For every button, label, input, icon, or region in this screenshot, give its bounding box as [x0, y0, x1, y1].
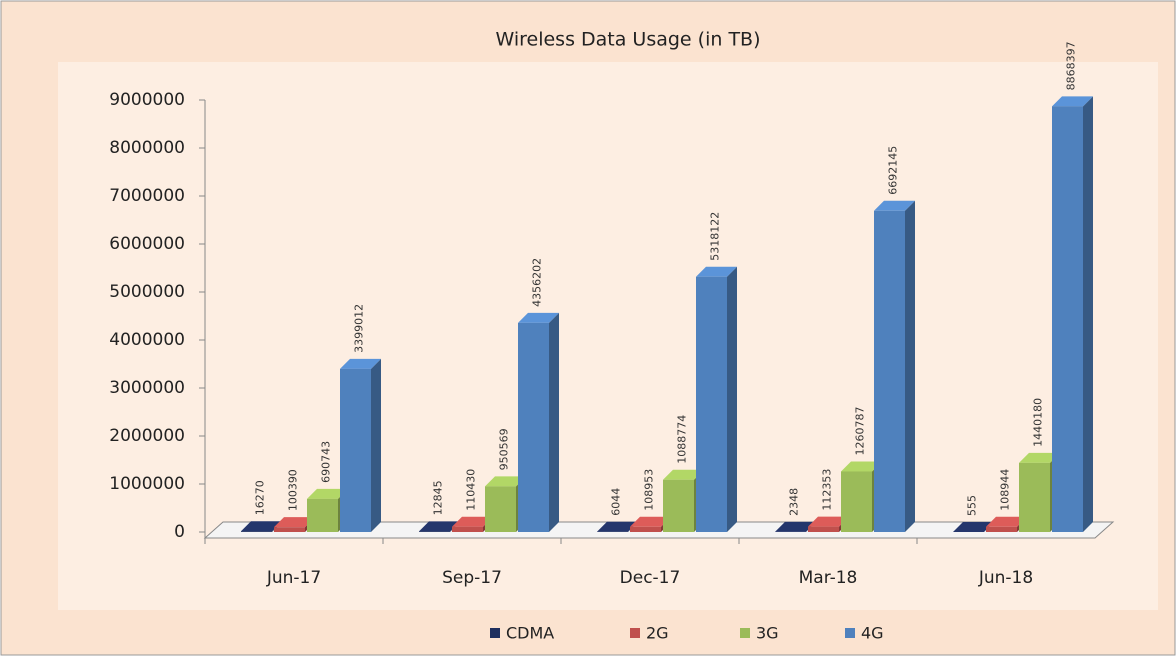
value-label: 12845	[432, 480, 445, 515]
value-label: 5318122	[709, 212, 722, 261]
value-label: 1088774	[676, 415, 689, 464]
x-tick-label: Jun-18	[978, 568, 1033, 588]
bar	[663, 479, 694, 532]
bar-top	[986, 516, 1027, 527]
value-label: 4356202	[531, 258, 544, 307]
x-tick-label: Jun-17	[266, 568, 321, 588]
bar	[485, 486, 516, 532]
value-label: 108953	[643, 469, 656, 511]
bar	[1052, 106, 1083, 532]
bar	[274, 527, 305, 532]
bar	[518, 322, 549, 532]
bar	[986, 526, 1017, 532]
x-tick-label: Sep-17	[442, 568, 502, 588]
bar	[340, 368, 371, 532]
legend-label: 2G	[646, 624, 669, 643]
legend-label: 3G	[756, 624, 779, 643]
value-label: 1260787	[854, 406, 867, 455]
bar	[307, 498, 338, 532]
legend-swatch	[490, 628, 500, 638]
value-label: 108944	[999, 469, 1012, 511]
bar-top	[775, 521, 816, 532]
y-tick-label: 5000000	[109, 282, 185, 302]
bar-top	[419, 521, 460, 532]
bar-top	[808, 516, 849, 527]
bar-top	[452, 516, 493, 527]
bar-top	[485, 476, 526, 487]
bar-side	[1083, 96, 1093, 532]
bar-top	[841, 461, 882, 472]
bar	[808, 526, 839, 532]
y-tick-label: 6000000	[109, 234, 185, 254]
bar-top	[953, 521, 994, 532]
value-label: 555	[966, 495, 979, 516]
bar	[630, 526, 661, 532]
legend-label: 4G	[861, 624, 884, 643]
bar	[696, 276, 727, 532]
y-tick-label: 9000000	[109, 90, 185, 110]
bar	[841, 471, 872, 532]
value-label: 3399012	[353, 304, 366, 353]
y-tick-label: 8000000	[109, 138, 185, 158]
bar-top	[597, 521, 638, 532]
bar-top	[874, 200, 915, 211]
y-tick-label: 4000000	[109, 330, 185, 350]
bar-top	[518, 312, 559, 323]
value-label: 2348	[788, 488, 801, 516]
value-label: 1440180	[1032, 398, 1045, 447]
legend-swatch	[630, 628, 640, 638]
y-tick-label: 3000000	[109, 378, 185, 398]
bar-top	[663, 469, 704, 480]
bar-top	[1052, 96, 1093, 107]
y-tick-label: 2000000	[109, 426, 185, 446]
bar	[419, 531, 450, 532]
legend-swatch	[740, 628, 750, 638]
bar-top	[630, 516, 671, 527]
bar-side	[371, 358, 381, 532]
value-label: 950569	[498, 428, 511, 470]
bar-top	[241, 521, 282, 532]
x-tick-label: Dec-17	[620, 568, 681, 588]
value-label: 8868397	[1065, 41, 1078, 90]
bar	[241, 531, 272, 532]
value-label: 112353	[821, 469, 834, 511]
chart-title: Wireless Data Usage (in TB)	[495, 29, 760, 51]
legend-label: CDMA	[506, 624, 554, 643]
x-tick-label: Mar-18	[799, 568, 858, 588]
value-label: 16270	[254, 480, 267, 515]
bar-top	[307, 488, 348, 499]
bar	[452, 526, 483, 532]
value-label: 100390	[287, 469, 300, 511]
value-label: 6044	[610, 488, 623, 516]
value-label: 6692145	[887, 146, 900, 195]
bar	[874, 210, 905, 532]
bar-top	[1019, 452, 1060, 463]
bar-side	[549, 312, 559, 532]
value-label: 110430	[465, 469, 478, 511]
bar-side	[905, 200, 915, 532]
y-tick-label: 7000000	[109, 186, 185, 206]
bar-top	[274, 517, 315, 528]
bar-side	[727, 266, 737, 532]
bar-top	[340, 358, 381, 369]
legend-swatch	[845, 628, 855, 638]
plot-background	[58, 62, 1158, 610]
bar-top	[696, 266, 737, 277]
bar	[1019, 462, 1050, 532]
value-label: 690743	[320, 441, 333, 483]
y-tick-label: 0	[174, 522, 185, 542]
y-tick-label: 1000000	[109, 474, 185, 494]
